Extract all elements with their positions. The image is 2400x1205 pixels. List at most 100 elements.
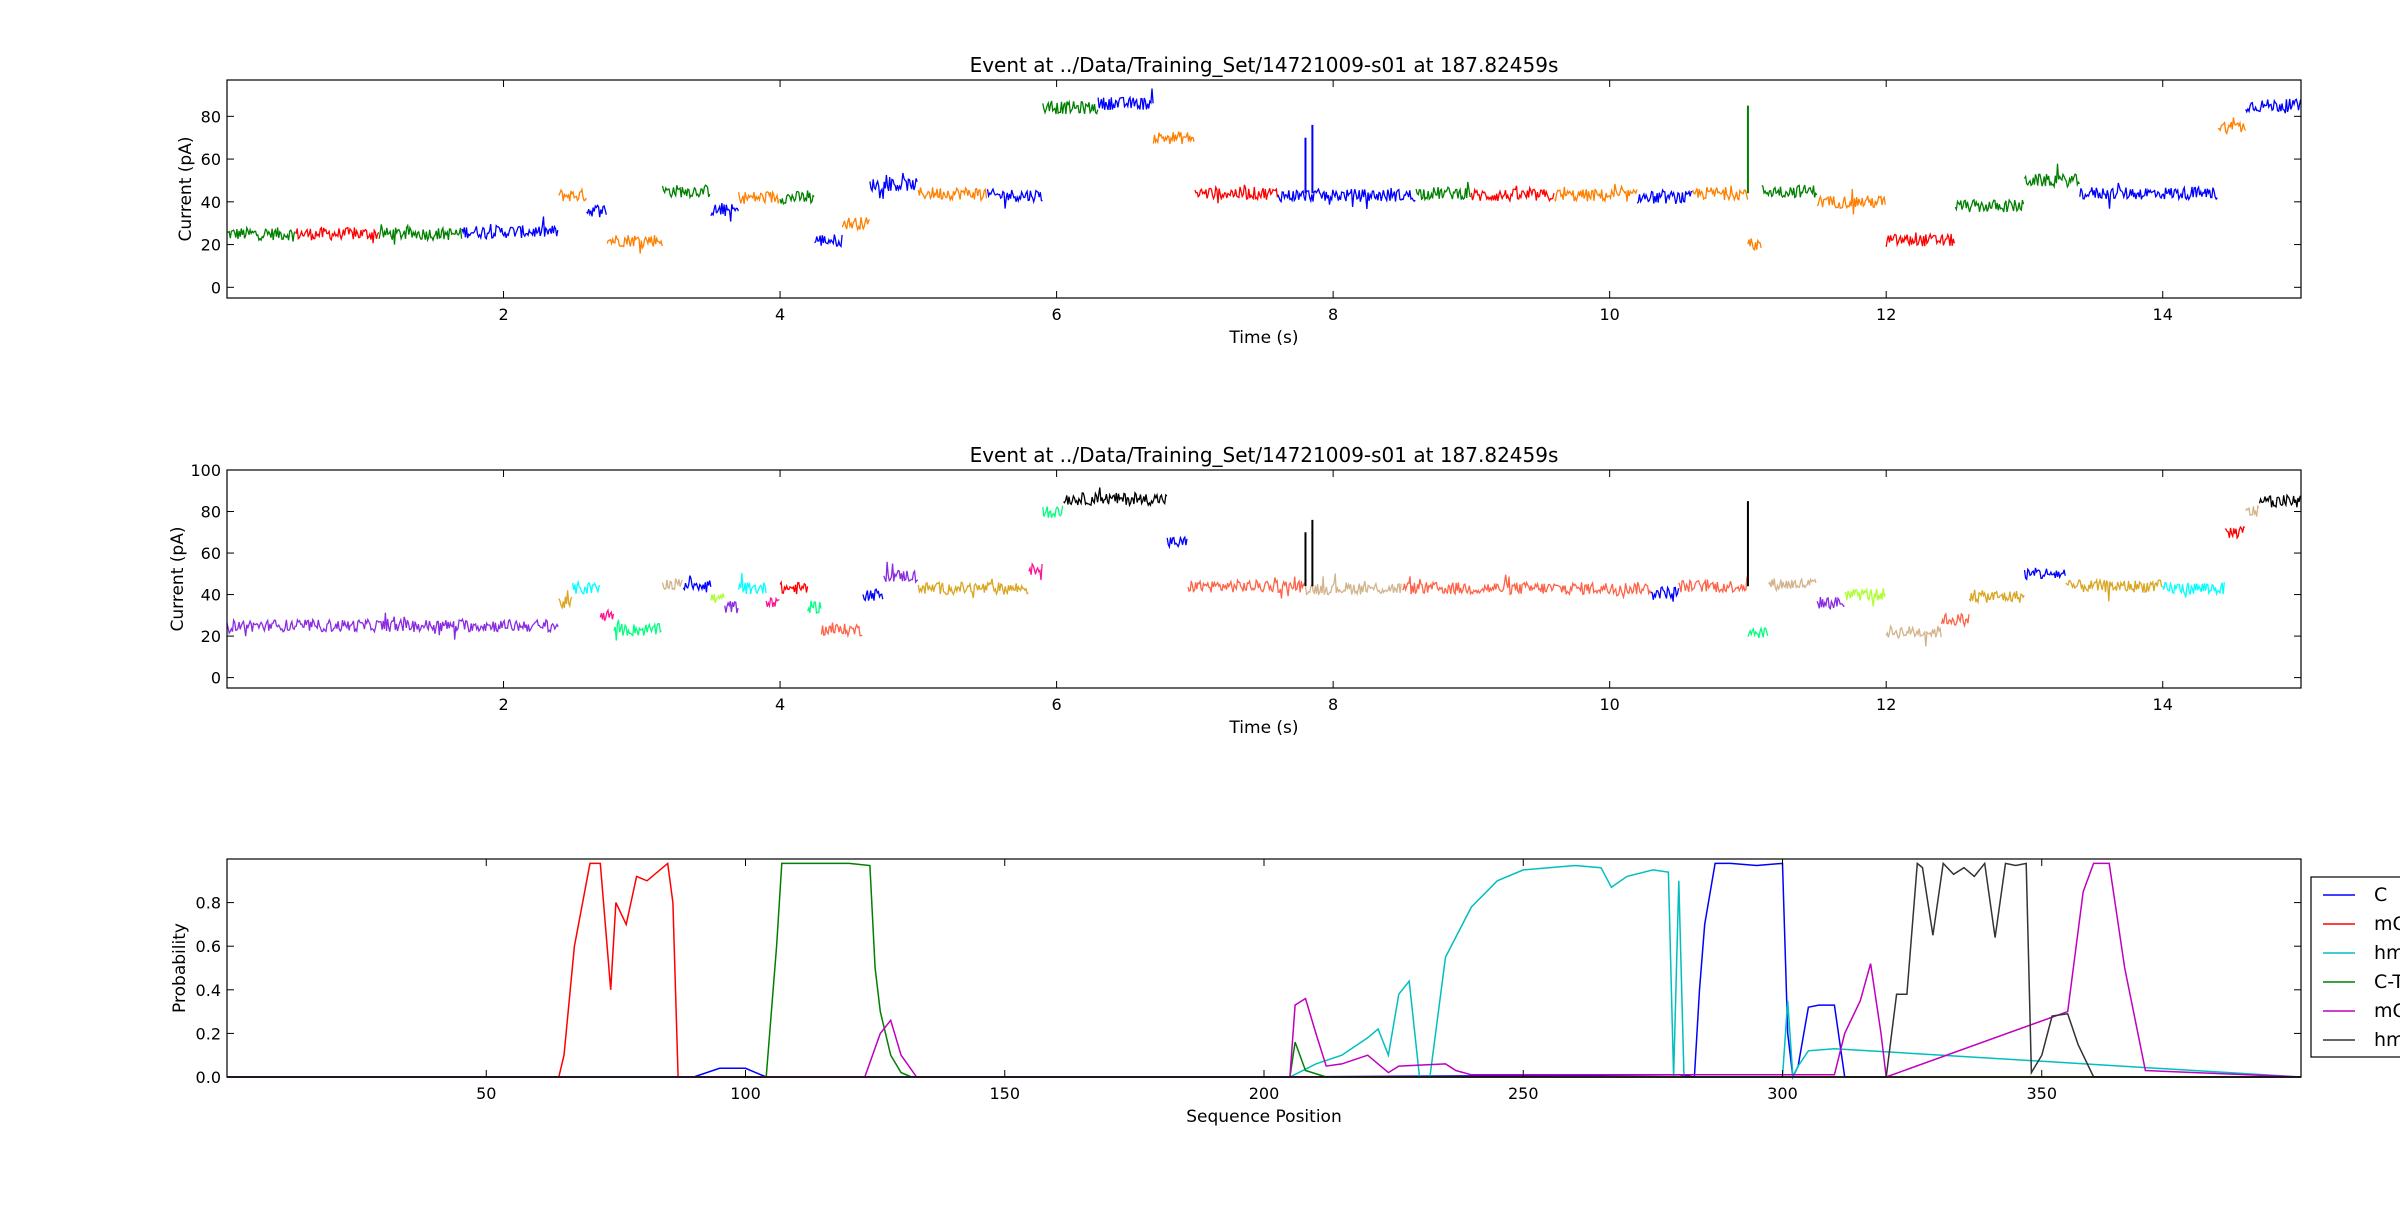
panel-top-trace-segment-24 — [1636, 188, 1693, 205]
panel-middle-trace-segment-19 — [1063, 487, 1168, 508]
series-line-c — [227, 862, 2301, 1080]
panel-middle-x-tick-label: 6 — [1052, 695, 1062, 714]
panel-middle-trace-segment-35 — [2162, 581, 2225, 598]
panel-middle-trace-segment-24 — [1650, 585, 1680, 602]
panel-top-trace-segment-34 — [2245, 98, 2302, 114]
panel-top-trace-segment-20 — [1277, 187, 1416, 209]
panel-middle-trace-segment-26 — [1747, 625, 1769, 639]
panel-bottom-frame — [226, 858, 2302, 1078]
panel-top-y-tick-label: 20 — [201, 236, 221, 255]
panel-middle-y-tick-label: 0 — [211, 669, 221, 688]
panel-middle-trace-segment-31 — [1940, 612, 1970, 629]
panel-top-y-tick-label: 40 — [201, 193, 221, 212]
panel-middle-trace-segment-6 — [682, 575, 712, 593]
panel-top-x-tick-label: 8 — [1328, 305, 1338, 324]
panel-bottom-y-tick-label: 0.8 — [196, 894, 221, 913]
panel-middle-trace-segment-30 — [1885, 624, 1942, 647]
panel-middle-y-label: Current (pA) — [168, 527, 188, 632]
panel-middle-trace-segment-9 — [737, 573, 767, 595]
panel-top-frame — [226, 79, 2302, 299]
panel-top-trace-segment-6 — [606, 235, 663, 254]
panel-middle-y-ticks: 0 20 40 60 80 100 — [190, 461, 2301, 688]
panel-middle-trace-segment-3 — [599, 608, 615, 622]
panel-top-trace-segment-22 — [1470, 185, 1555, 204]
panel-top-trace-segment-31 — [2023, 163, 2081, 190]
legend-entry-label: hmC — [2374, 942, 2400, 964]
panel-middle-trace-segment-23 — [1402, 574, 1652, 600]
panel-top-x-tick-label: 14 — [2153, 305, 2173, 324]
panel-top-y-tick-label: 80 — [201, 107, 221, 126]
panel-middle-x-tick-label: 14 — [2153, 695, 2173, 714]
panel-top-x-tick-label: 12 — [1876, 305, 1896, 324]
panel-top-trace-segment-28 — [1816, 188, 1886, 215]
panel-bottom-x-tick-label: 150 — [989, 1084, 1020, 1103]
series-line-hmc-t — [227, 861, 2301, 1078]
panel-top-trace-segment-27 — [1761, 184, 1818, 199]
panel-middle-trace-segment-10 — [765, 596, 780, 609]
panel-middle-trace-segment-38 — [2258, 493, 2301, 509]
panel-bottom-probability: 50 100 150 200 250 300 350 0.0 0.2 0.4 0.6 0.8 Seq… — [170, 858, 2400, 1127]
panel-top-trace-segment-23 — [1553, 183, 1638, 204]
legend-frame — [2310, 876, 2400, 1058]
panel-middle-trace-segment-29 — [1844, 587, 1886, 607]
panel-middle-trace-segment-7 — [710, 593, 725, 603]
panel-top-y-label: Current (pA) — [176, 137, 196, 242]
panel-top-trace-segment-7 — [661, 184, 711, 200]
panel-middle-x-tick-label: 2 — [498, 695, 508, 714]
panel-middle-trace-segment-11 — [779, 580, 809, 595]
panel-middle-trace-segment-0 — [226, 612, 559, 640]
panel-top-trace-segment-5 — [586, 204, 607, 218]
legend-entry-label: mC-T — [2374, 1000, 2400, 1022]
panel-middle-trace-segment-15 — [883, 561, 919, 584]
panel-bottom-x-tick-label: 50 — [476, 1084, 496, 1103]
panel-top-trace-segment-2 — [378, 223, 463, 245]
panel-top-trace-segment-21 — [1415, 181, 1472, 202]
panel-middle-x-tick-label: 8 — [1328, 695, 1338, 714]
panel-top-trace-segment-4 — [558, 187, 587, 202]
panel-middle-trace-segment-22 — [1304, 573, 1402, 597]
panel-middle-trace-segment-2 — [572, 579, 601, 595]
panel-top-current-trace: Event at ../Data/Training_Set/14721009-s… — [176, 53, 2302, 348]
panel-middle-trace-segment-8 — [724, 601, 739, 614]
panel-middle-y-tick-label: 20 — [201, 627, 221, 646]
panel-bottom-y-tick-label: 0.6 — [196, 937, 221, 956]
panel-top-y-ticks: 0 20 40 60 80 — [201, 107, 2301, 297]
panel-top-trace-segment-11 — [814, 234, 843, 248]
panel-middle-trace-segment-25 — [1678, 576, 1748, 595]
legend: CmC hmC C-T mC-T hmC-T — [2310, 876, 2400, 1058]
panel-top-trace-segment-30 — [1954, 198, 2025, 213]
panel-middle-trace-segment-27 — [1768, 577, 1817, 593]
panel-bottom-y-tick-label: 0.2 — [196, 1024, 221, 1043]
panel-middle-trace-segment-34 — [2065, 577, 2163, 602]
panel-middle-trace-segment-5 — [661, 578, 683, 591]
panel-middle-trace-segment-13 — [820, 622, 863, 639]
panel-top-x-tick-label: 10 — [1599, 305, 1619, 324]
legend-entry-label: hmC-T — [2374, 1029, 2400, 1051]
panel-middle-trace-segment-33 — [2023, 567, 2066, 581]
panel-middle-y-tick-label: 80 — [201, 503, 221, 522]
panel-middle-trace-segment-20 — [1166, 535, 1188, 550]
panel-middle-trace-segment-4 — [613, 619, 662, 641]
panel-top-plot-area — [226, 88, 2302, 254]
panel-top-x-tick-label: 4 — [775, 305, 785, 324]
panel-middle-trace-segment-36 — [2224, 525, 2245, 540]
panel-top-trace-segment-0 — [226, 225, 296, 242]
panel-bottom-y-ticks: 0.0 0.2 0.4 0.6 0.8 — [196, 894, 2301, 1087]
panel-middle-current-trace: Event at ../Data/Training_Set/14721009-s… — [168, 443, 2302, 738]
panel-top-trace-segment-25 — [1691, 185, 1749, 202]
panel-top-trace-segment-26 — [1747, 238, 1762, 252]
panel-middle-trace-segment-32 — [1968, 589, 2025, 605]
legend-entry-label: C-T — [2374, 971, 2400, 993]
panel-middle-trace-segment-14 — [862, 588, 884, 602]
panel-middle-x-label: Time (s) — [1228, 718, 1298, 738]
panel-middle-title: Event at ../Data/Training_Set/14721009-s… — [970, 443, 1559, 467]
panel-bottom-x-label: Sequence Position — [1186, 1107, 1341, 1127]
panel-middle-x-ticks: 2 4 6 8 10 12 14 — [498, 470, 2173, 714]
panel-top-x-tick-label: 2 — [498, 305, 508, 324]
panel-bottom-y-tick-label: 0.0 — [196, 1068, 221, 1087]
series-line-hmc — [227, 864, 2302, 1080]
panel-top-trace-segment-3 — [461, 216, 559, 241]
panel-middle-y-tick-label: 40 — [201, 586, 221, 605]
panel-top-y-tick-label: 60 — [201, 150, 221, 169]
